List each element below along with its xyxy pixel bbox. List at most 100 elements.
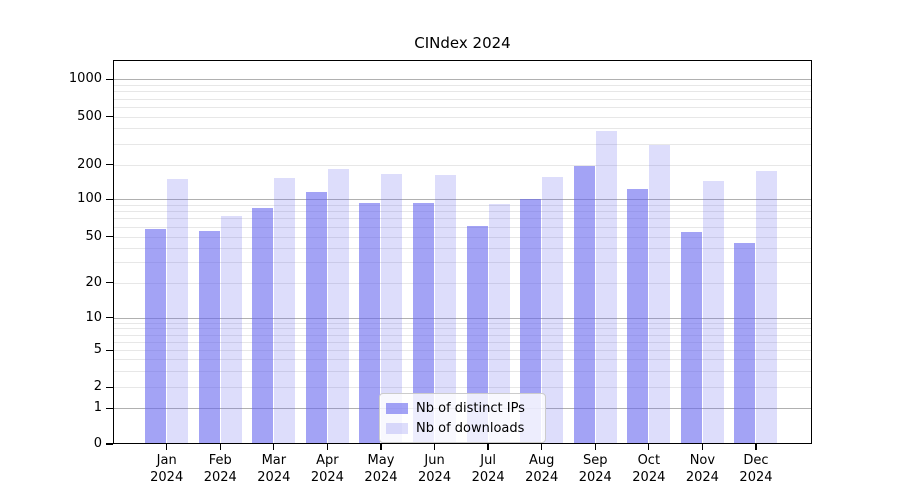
gridline-minor [113,359,812,361]
bar-nb-of-downloads-dec-2024 [756,170,778,444]
bar-nb-of-downloads-nov-2024 [702,181,724,444]
gridline-minor [113,282,812,284]
x-tick-label: Nov 2024 [685,453,719,485]
x-tick-label: Aug 2024 [525,453,559,485]
bar-nb-of-downloads-feb-2024 [220,216,242,444]
x-tick [273,444,275,450]
x-tick [701,444,704,450]
y-tick [106,78,113,81]
gridline-minor [113,85,812,87]
x-tick-label: Jan 2024 [150,453,184,485]
y-tick [106,443,113,445]
bar-nb-of-distinct-ips-jun-2024 [413,202,435,444]
bar-nb-of-downloads-apr-2024 [327,169,349,444]
bar-nb-of-distinct-ips-mar-2024 [252,208,274,444]
gridline-minor [113,236,812,238]
y-tick [106,349,113,351]
bar-nb-of-distinct-ips-aug-2024 [520,199,542,444]
bar-layer [113,60,812,444]
legend-entry-distinct-ips: Nb of distinct IPs [386,398,537,418]
x-tick-label: Oct 2024 [632,453,666,485]
legend: Nb of distinct IPs Nb of downloads [379,393,546,443]
x-tick [755,444,757,450]
bar-nb-of-distinct-ips-sep-2024 [573,166,595,444]
gridline-minor [113,370,812,372]
plot-area [113,60,812,444]
legend-swatch-distinct-ips [386,402,408,414]
gridline-minor [113,226,812,228]
x-tick [433,444,436,450]
gridline-minor [113,350,812,352]
legend-swatch-downloads [386,422,408,434]
y-tick-label: 10 [85,309,102,325]
x-tick-label: Feb 2024 [203,453,237,485]
x-tick-label: Apr 2024 [310,453,344,485]
gridline-major [113,79,812,81]
x-tick-label: Jun 2024 [418,453,452,485]
chart-title: CINdex 2024 [414,34,511,52]
y-tick-label: 5 [93,342,102,358]
y-tick [106,116,113,118]
x-tick-label: Jul 2024 [471,453,505,485]
gridline-minor [113,205,812,207]
legend-label-downloads: Nb of downloads [416,420,525,436]
bar-nb-of-distinct-ips-may-2024 [359,203,381,444]
x-tick [166,444,168,450]
y-tick-label: 50 [85,228,102,244]
bar-nb-of-downloads-aug-2024 [542,176,564,444]
y-tick-label: 100 [77,191,102,207]
y-tick [106,198,113,201]
y-tick [106,407,113,409]
gridline-minor [113,116,812,118]
gridline-minor [113,322,812,324]
y-tick-label: 1000 [68,71,102,87]
x-tick [594,444,596,450]
gridline-minor [113,247,812,249]
gridline-minor [113,211,812,213]
bar-nb-of-distinct-ips-dec-2024 [734,242,756,444]
x-tick-label: Mar 2024 [257,453,291,485]
bar-nb-of-distinct-ips-jan-2024 [145,229,167,444]
bar-nb-of-distinct-ips-oct-2024 [627,189,649,444]
gridline-minor [113,387,812,389]
gridline-minor [113,218,812,220]
gridline-minor [113,98,812,100]
gridline-minor [113,262,812,264]
y-tick [106,164,113,166]
gridline-minor [113,341,812,343]
gridline-major [113,199,812,201]
y-tick-label: 500 [77,108,102,124]
bar-nb-of-distinct-ips-nov-2024 [680,232,702,444]
y-tick [106,317,113,319]
gridline-minor [113,334,812,336]
x-tick [648,444,650,450]
y-tick [106,386,113,388]
y-tick-label: 20 [85,274,102,290]
bar-nb-of-distinct-ips-apr-2024 [305,192,327,444]
legend-label-distinct-ips: Nb of distinct IPs [416,400,525,416]
x-tick-label: May 2024 [364,453,398,485]
bar-nb-of-downloads-jul-2024 [488,203,510,444]
x-tick [380,444,382,450]
bar-nb-of-downloads-may-2024 [381,173,403,444]
grid-layer [113,60,812,444]
y-tick [106,282,113,284]
x-tick [487,444,489,450]
x-tick [541,444,543,450]
y-tick [106,235,113,238]
gridline-minor [113,91,812,93]
gridline-minor [113,328,812,330]
x-tick-label: Sep 2024 [578,453,612,485]
gridline-major [113,317,812,319]
bar-nb-of-distinct-ips-feb-2024 [198,231,220,444]
y-tick-label: 200 [77,156,102,172]
bar-nb-of-downloads-sep-2024 [595,131,617,444]
y-tick-label: 0 [93,436,102,451]
x-tick [326,444,329,450]
bar-nb-of-distinct-ips-jul-2024 [466,225,488,444]
legend-entry-downloads: Nb of downloads [386,418,537,438]
gridline-minor [113,106,812,108]
y-tick-label: 1 [93,400,102,416]
gridline-minor [113,128,812,130]
